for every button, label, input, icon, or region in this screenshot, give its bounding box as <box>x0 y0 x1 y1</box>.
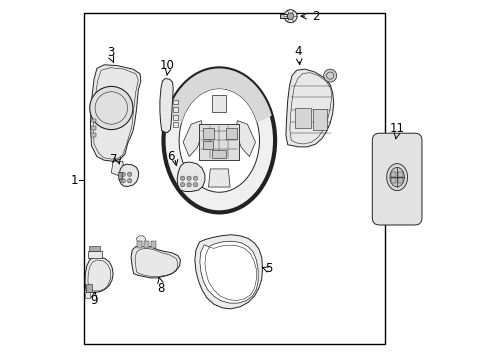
Bar <box>91 133 96 137</box>
Bar <box>203 141 213 149</box>
Text: 3: 3 <box>107 46 115 59</box>
Bar <box>294 108 310 128</box>
Circle shape <box>121 179 125 183</box>
Polygon shape <box>136 236 145 247</box>
Bar <box>91 126 96 130</box>
Ellipse shape <box>179 89 259 192</box>
Polygon shape <box>212 95 226 112</box>
Bar <box>84 13 384 344</box>
Polygon shape <box>90 65 141 161</box>
Text: 5: 5 <box>265 262 272 275</box>
FancyBboxPatch shape <box>371 133 421 225</box>
Polygon shape <box>119 164 139 186</box>
Circle shape <box>284 10 296 23</box>
Bar <box>312 109 326 130</box>
Circle shape <box>186 176 191 180</box>
Bar <box>172 100 178 104</box>
Polygon shape <box>111 161 123 176</box>
Bar <box>91 119 96 122</box>
Bar <box>143 241 148 248</box>
Bar <box>172 115 178 120</box>
Polygon shape <box>177 162 204 192</box>
Circle shape <box>121 172 125 176</box>
Bar <box>225 128 236 139</box>
Polygon shape <box>208 169 230 187</box>
Polygon shape <box>235 121 255 157</box>
Text: 2: 2 <box>311 10 319 23</box>
Bar <box>88 251 102 258</box>
Circle shape <box>180 183 184 187</box>
Text: 11: 11 <box>389 122 404 135</box>
Text: 9: 9 <box>90 294 98 307</box>
Bar <box>86 284 91 292</box>
Text: 10: 10 <box>160 59 175 72</box>
Circle shape <box>287 13 293 19</box>
Circle shape <box>186 183 191 187</box>
Bar <box>118 172 122 179</box>
Bar <box>397 178 403 183</box>
Text: 6: 6 <box>166 150 174 163</box>
Bar <box>85 292 89 298</box>
Circle shape <box>193 183 197 187</box>
Polygon shape <box>285 69 333 147</box>
Circle shape <box>127 172 132 176</box>
Ellipse shape <box>163 68 275 212</box>
Bar <box>390 172 395 177</box>
Bar <box>390 178 395 183</box>
Polygon shape <box>160 78 173 132</box>
Polygon shape <box>200 241 258 303</box>
Circle shape <box>193 176 197 180</box>
Bar <box>199 124 239 160</box>
Circle shape <box>323 69 336 82</box>
Bar <box>212 150 226 158</box>
Text: 7: 7 <box>110 153 118 166</box>
Ellipse shape <box>389 167 404 187</box>
Polygon shape <box>85 257 113 293</box>
Circle shape <box>89 86 133 130</box>
Bar <box>279 14 290 18</box>
Text: 4: 4 <box>294 45 302 58</box>
Polygon shape <box>166 68 271 123</box>
Bar <box>172 122 178 127</box>
Polygon shape <box>131 246 180 278</box>
Bar <box>89 246 100 251</box>
Circle shape <box>180 176 184 180</box>
Text: 8: 8 <box>157 282 164 294</box>
Polygon shape <box>194 235 262 309</box>
Bar <box>151 241 156 248</box>
Ellipse shape <box>386 164 407 191</box>
Circle shape <box>127 179 132 183</box>
Bar <box>172 107 178 112</box>
Bar <box>203 128 213 139</box>
Polygon shape <box>183 121 203 157</box>
Bar <box>397 172 403 177</box>
Text: 1: 1 <box>71 174 78 186</box>
Bar <box>136 241 141 248</box>
